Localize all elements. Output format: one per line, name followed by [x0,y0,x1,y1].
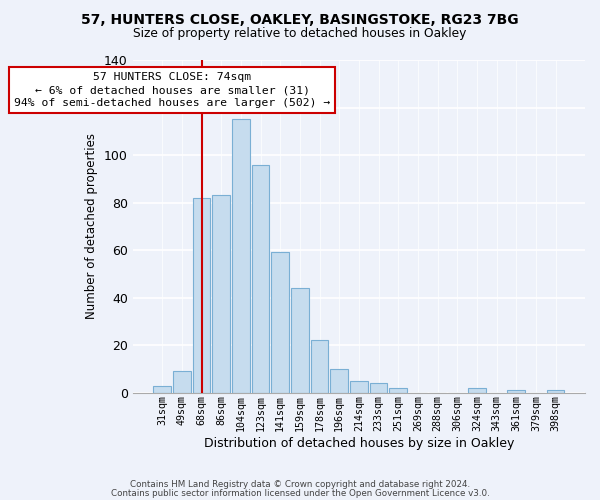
Bar [251,164,269,392]
Y-axis label: Number of detached properties: Number of detached properties [85,134,98,320]
Bar [468,388,486,392]
Bar [232,120,250,392]
Bar [173,372,191,392]
Text: Size of property relative to detached houses in Oakley: Size of property relative to detached ho… [133,28,467,40]
Text: 57 HUNTERS CLOSE: 74sqm
← 6% of detached houses are smaller (31)
94% of semi-det: 57 HUNTERS CLOSE: 74sqm ← 6% of detached… [14,72,330,108]
Bar [212,196,230,392]
Bar [389,388,407,392]
Bar [370,383,388,392]
Text: Contains HM Land Registry data © Crown copyright and database right 2024.: Contains HM Land Registry data © Crown c… [130,480,470,489]
Bar [154,386,171,392]
Bar [508,390,525,392]
Text: 57, HUNTERS CLOSE, OAKLEY, BASINGSTOKE, RG23 7BG: 57, HUNTERS CLOSE, OAKLEY, BASINGSTOKE, … [81,12,519,26]
Bar [291,288,309,393]
Bar [311,340,328,392]
X-axis label: Distribution of detached houses by size in Oakley: Distribution of detached houses by size … [203,437,514,450]
Bar [193,198,211,392]
Bar [350,381,368,392]
Text: Contains public sector information licensed under the Open Government Licence v3: Contains public sector information licen… [110,488,490,498]
Bar [271,252,289,392]
Bar [547,390,565,392]
Bar [331,369,348,392]
